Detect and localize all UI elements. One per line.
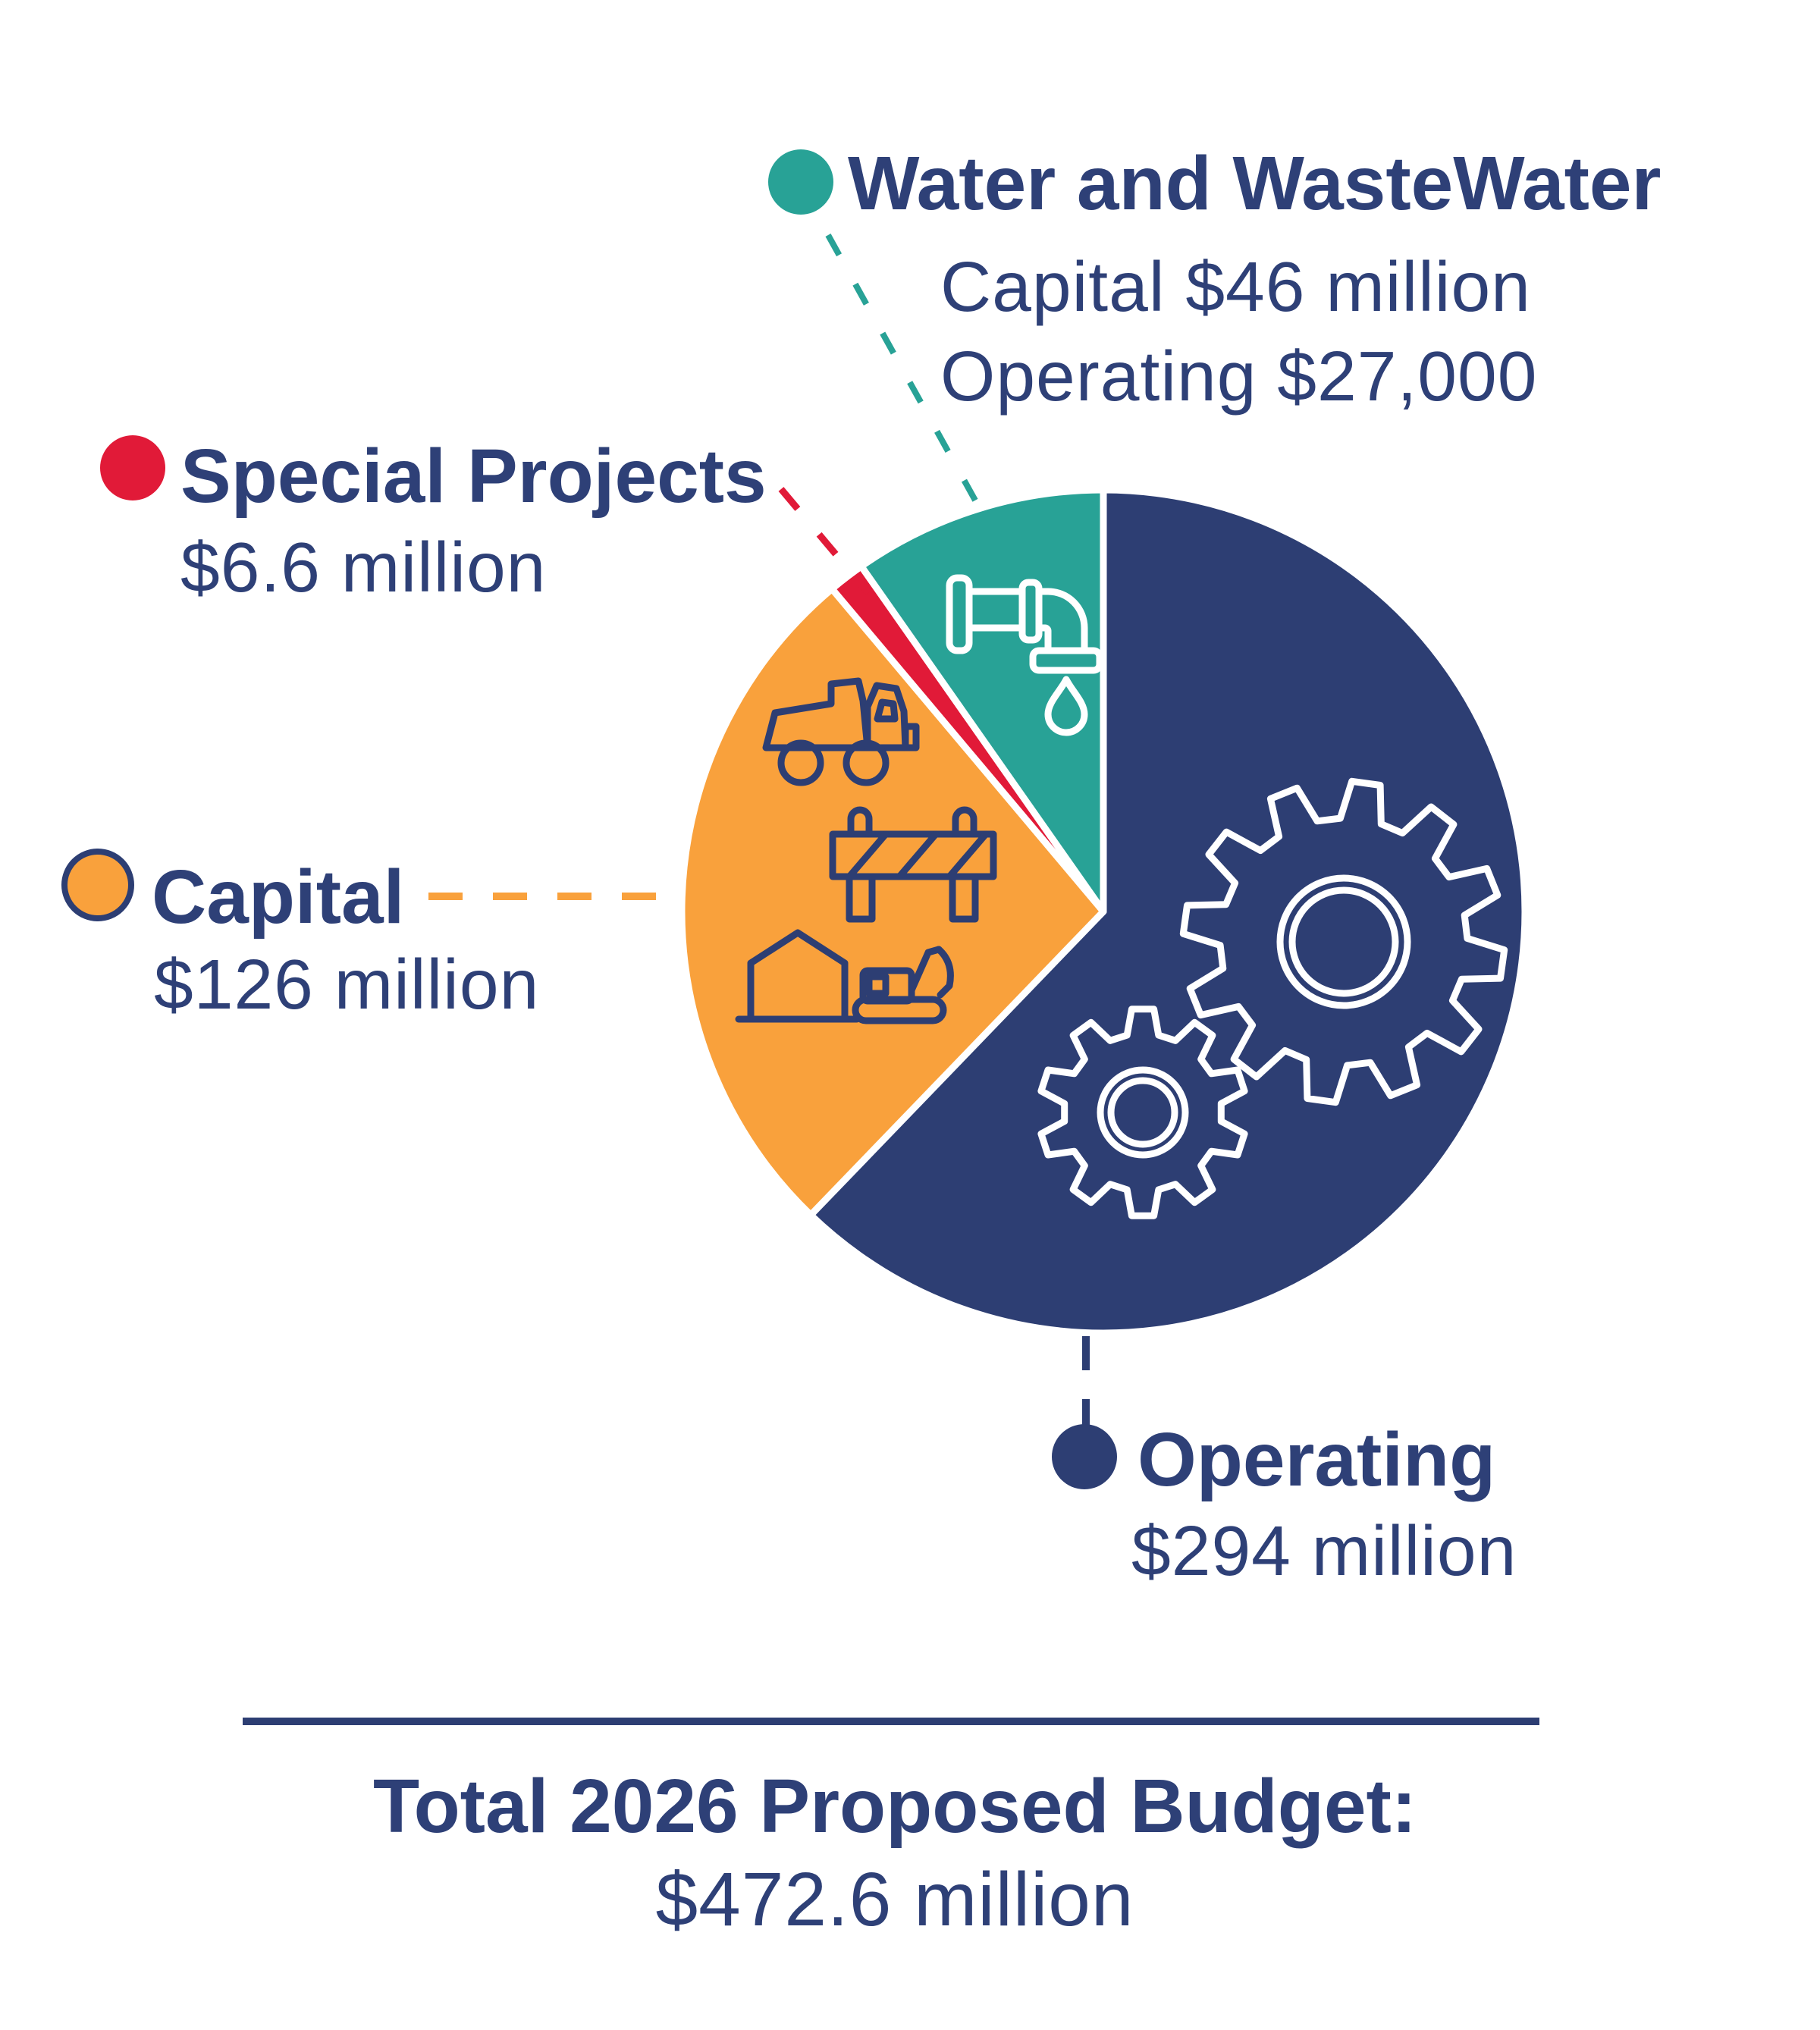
faucet-icon xyxy=(946,574,1103,736)
water-legend-values: Capital $46 million Operating $27,000 xyxy=(940,242,1537,421)
special-projects-leader-line xyxy=(778,487,871,595)
construction-equipment-icons xyxy=(735,677,997,1024)
excavator-window xyxy=(865,973,890,997)
faucet-elbow-outer xyxy=(1035,588,1088,654)
water-capital-value: Capital $46 million xyxy=(940,247,1531,326)
total-budget-value: $472.6 million xyxy=(655,1857,1134,1942)
shed-outline xyxy=(747,929,849,1020)
small-gear-hub-inner xyxy=(1107,1077,1178,1148)
truck-rear-wheel xyxy=(777,739,824,786)
gears-icon xyxy=(1037,777,1508,1219)
barricade-icon xyxy=(829,806,997,923)
large-gear-hub-outer xyxy=(1276,874,1411,1009)
excavator-boom xyxy=(908,946,943,994)
capital-value: $126 million xyxy=(154,945,540,1024)
water-legend-label: Water and WasteWater xyxy=(848,141,1662,226)
small-gear-outline xyxy=(1037,1006,1248,1219)
dump-truck-icon xyxy=(762,677,920,786)
faucet-collar xyxy=(1018,579,1043,644)
barricade-board xyxy=(829,830,997,880)
water-drop xyxy=(1044,676,1088,736)
special-projects-legend-label: Special Projects xyxy=(180,434,767,519)
faucet-elbow-inner xyxy=(1035,624,1052,654)
faucet-spout-plate xyxy=(1029,647,1103,674)
total-budget-title: Total 2026 Proposed Budget: xyxy=(372,1764,1417,1849)
operating-legend-dot xyxy=(1052,1424,1117,1489)
operating-value: $294 million xyxy=(1131,1511,1517,1590)
special-projects-value: $6.6 million xyxy=(180,528,547,607)
excavator-icon xyxy=(852,946,954,1024)
water-operating-value: Operating $27,000 xyxy=(940,337,1538,416)
capital-legend-dot xyxy=(61,849,134,921)
water-legend-dot xyxy=(768,149,833,215)
barricade-left-post xyxy=(847,806,873,838)
small-gear-hub-outer xyxy=(1097,1066,1189,1159)
pie-chart xyxy=(678,486,1529,1337)
truck-window xyxy=(874,698,899,723)
truck-bumper xyxy=(902,723,920,751)
excavator-bucket xyxy=(935,946,954,999)
pie-slice-operating xyxy=(807,486,1529,1337)
barricade-stripes xyxy=(846,830,990,880)
truck-front-wheel xyxy=(843,739,890,786)
barricade-right-leg xyxy=(949,873,979,923)
shed-icon xyxy=(735,929,861,1023)
barricade-left-leg xyxy=(846,873,876,923)
large-gear-outline xyxy=(1179,777,1508,1106)
special-projects-legend-dot xyxy=(100,435,165,500)
large-gear-hub-inner xyxy=(1288,886,1399,997)
operating-legend-label: Operating xyxy=(1138,1417,1496,1502)
capital-legend-label: Capital xyxy=(152,855,405,940)
pie-slice-water-wastewater xyxy=(858,486,1107,915)
barricade-right-post xyxy=(952,806,977,838)
